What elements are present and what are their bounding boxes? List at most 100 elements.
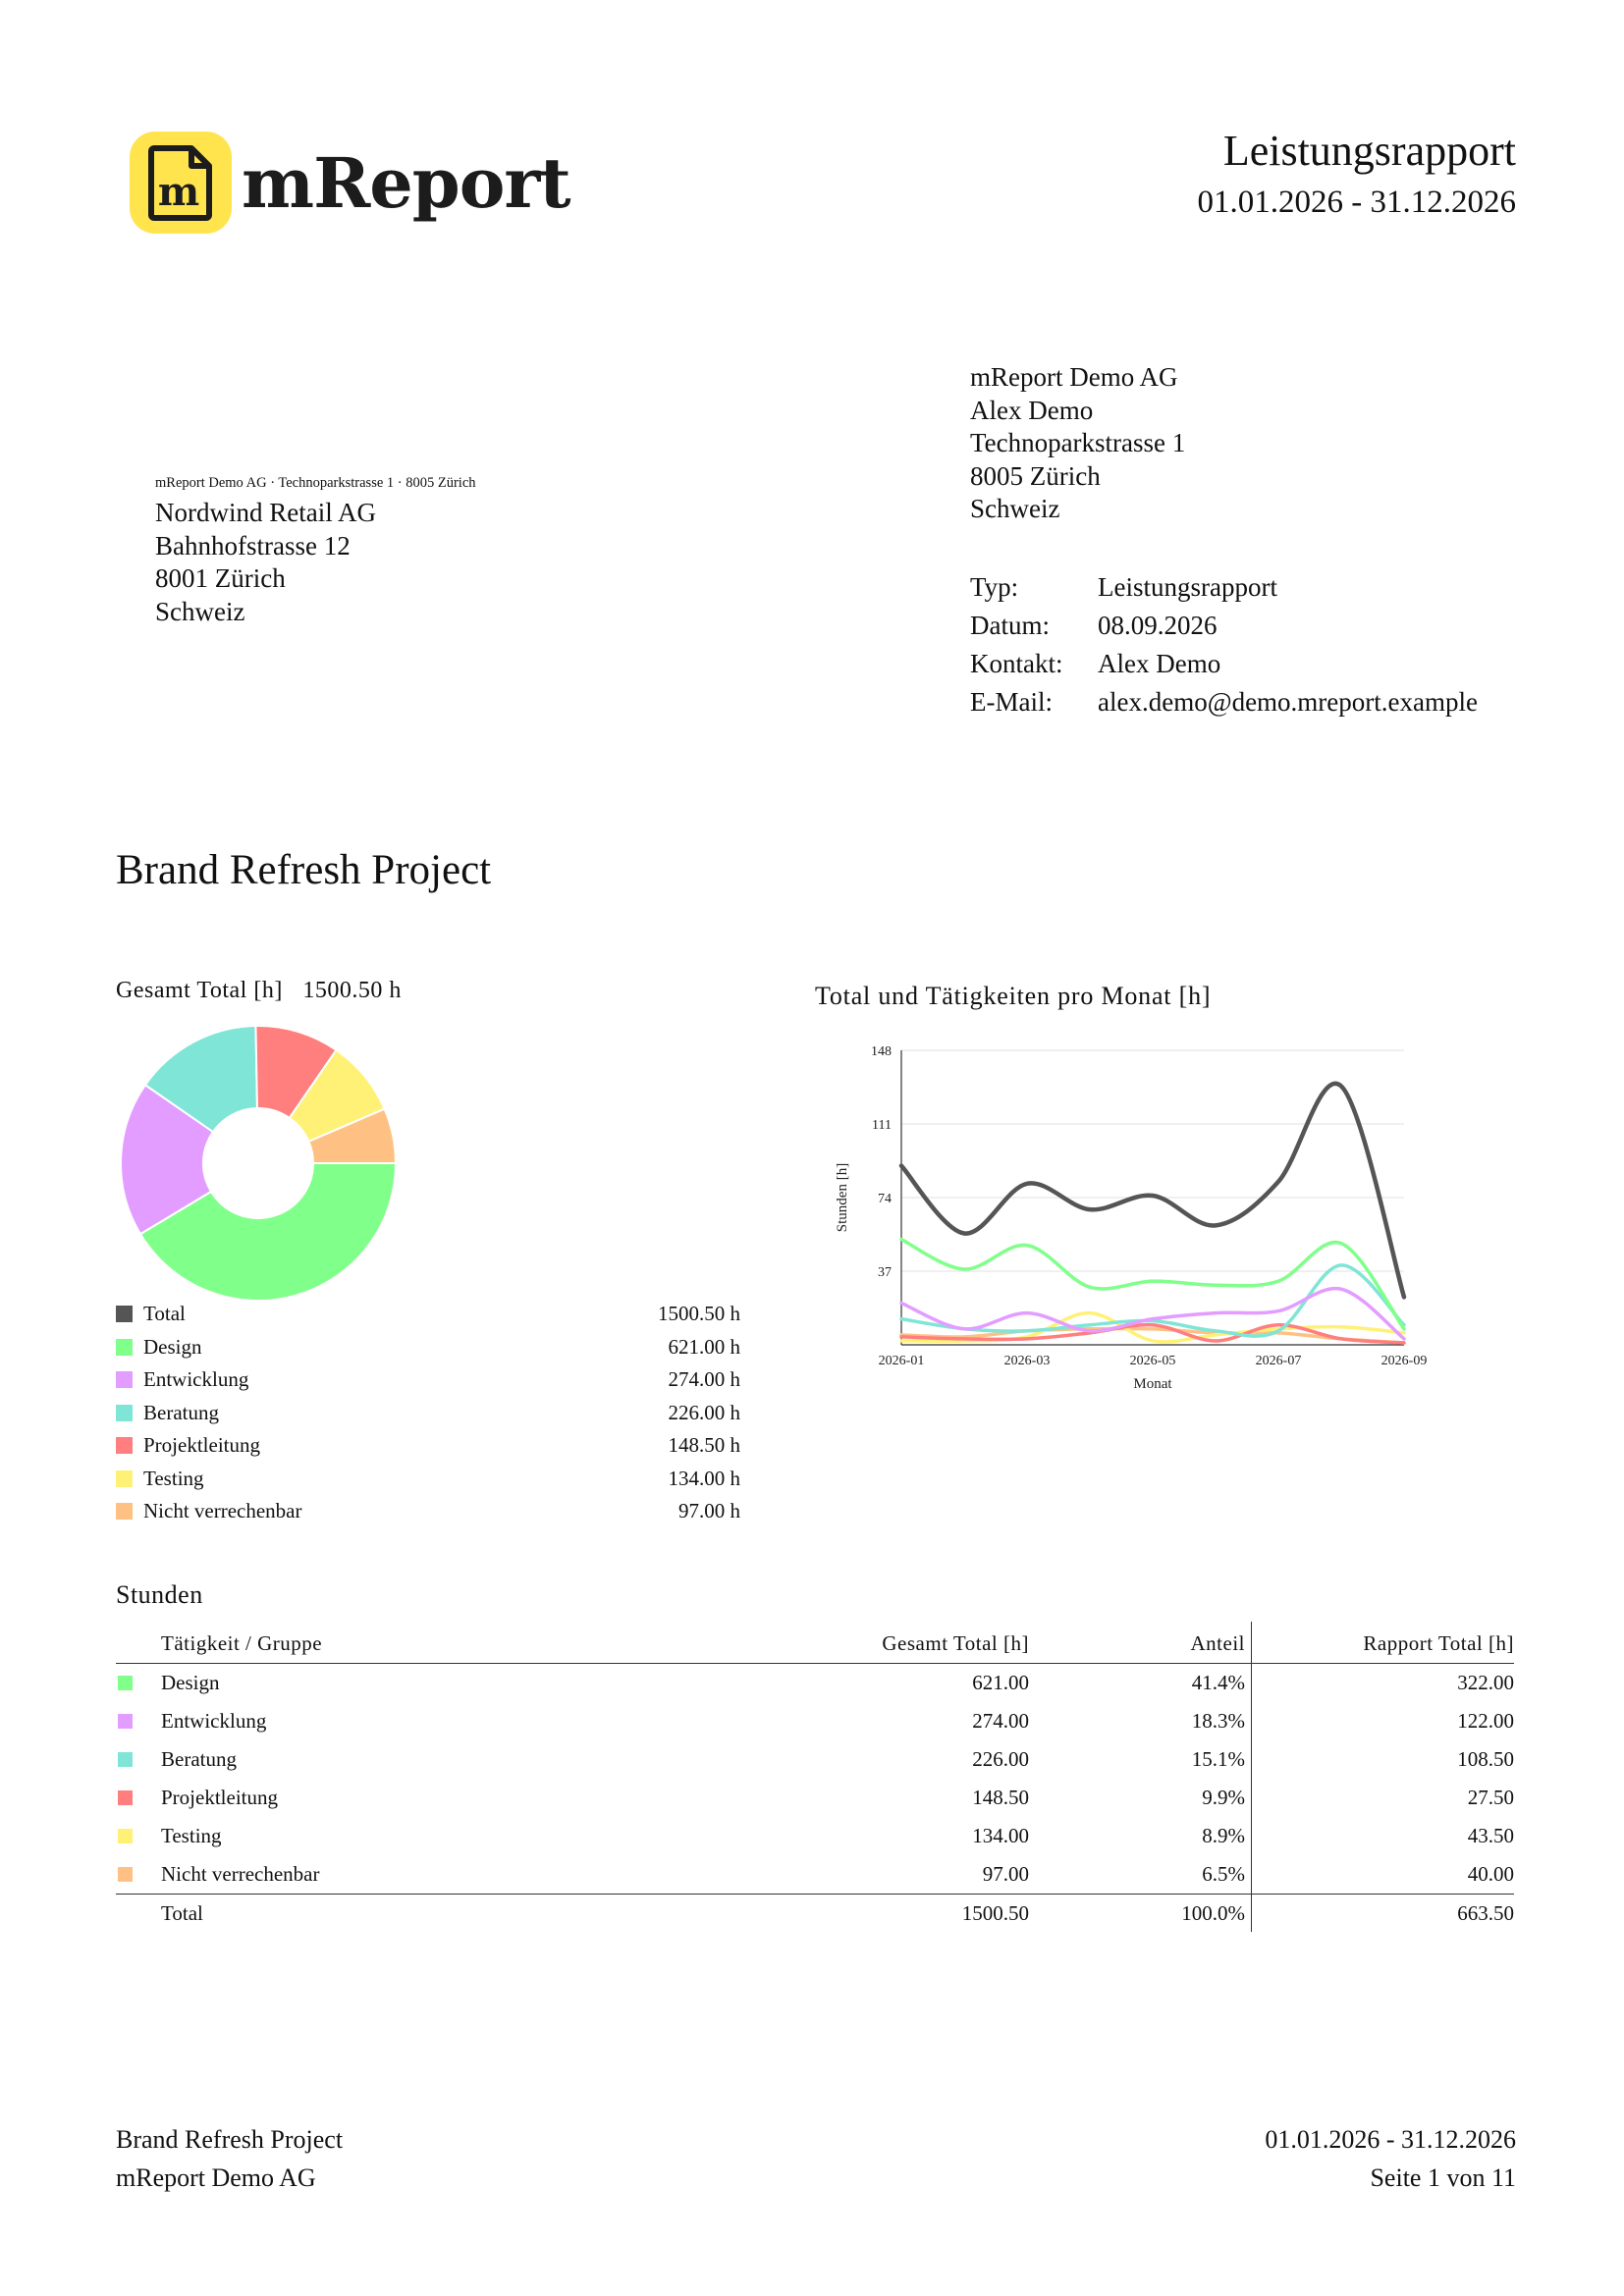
row-report-total: 122.00 — [1457, 1709, 1514, 1733]
row-share: 41.4% — [1191, 1671, 1245, 1694]
brand-logo: m mReport — [130, 132, 571, 234]
column-header: Gesamt Total [h] — [882, 1631, 1029, 1655]
meta-key: Typ: — [970, 572, 1019, 602]
legend-swatch — [116, 1437, 133, 1455]
footer-left: Brand Refresh Project mReport Demo AG — [116, 2120, 343, 2197]
row-report-total: 40.00 — [1467, 1862, 1514, 1886]
row-label: Projektleitung — [161, 1786, 278, 1809]
sender-line: mReport Demo AG — [970, 362, 1178, 392]
legend-label: Entwicklung — [143, 1367, 249, 1392]
y-tick-label: 74 — [878, 1192, 892, 1206]
row-share: 9.9% — [1202, 1786, 1245, 1809]
svg-text:m: m — [158, 169, 199, 215]
footer-right: 01.01.2026 - 31.12.2026 Seite 1 von 11 — [1265, 2120, 1516, 2197]
row-share: 15.1% — [1191, 1747, 1245, 1771]
legend-value: 274.00 h — [668, 1367, 741, 1392]
sender-address: mReport Demo AG Alex Demo Technoparkstra… — [970, 361, 1185, 526]
row-total: 134.00 — [972, 1824, 1029, 1847]
legend-item: Beratung 226.00 h — [116, 1397, 740, 1430]
y-tick-label: 37 — [878, 1265, 892, 1280]
footer-period: 01.01.2026 - 31.12.2026 — [1265, 2125, 1516, 2154]
table-row: Beratung 226.00 15.1% 108.50 — [116, 1740, 1514, 1779]
pie-slice-beratung — [143, 1025, 258, 1134]
total-total: 1500.50 — [961, 1901, 1029, 1925]
document-period: 01.01.2026 - 31.12.2026 — [1197, 185, 1517, 220]
legend-item: Projektleitung 148.50 h — [116, 1429, 740, 1463]
meta-row: Typ: Leistungsrapport — [970, 571, 1478, 610]
recipient-address: Nordwind Retail AG Bahnhofstrasse 12 800… — [155, 497, 376, 628]
meta-key: Datum: — [970, 611, 1050, 640]
legend-swatch — [116, 1404, 133, 1421]
legend-label: Design — [143, 1334, 202, 1359]
legend-swatch — [116, 1503, 133, 1521]
row-total: 274.00 — [972, 1709, 1029, 1733]
row-label: Testing — [161, 1824, 222, 1847]
row-report-total: 43.50 — [1467, 1824, 1514, 1847]
row-report-total: 322.00 — [1457, 1671, 1514, 1694]
line-chart-title: Total und Tätigkeiten pro Monat [h] — [815, 982, 1212, 1010]
meta-row: Kontakt: Alex Demo — [970, 648, 1478, 686]
pie-slice-nicht-verrechenbar — [307, 1107, 398, 1164]
column-header: Anteil — [1190, 1631, 1245, 1655]
x-tick-label: 2026-01 — [879, 1354, 925, 1368]
legend-swatch — [116, 1469, 133, 1487]
y-tick-label: 111 — [872, 1118, 892, 1133]
row-swatch — [118, 1714, 133, 1729]
sender-line: 8005 Zürich — [970, 460, 1101, 491]
pie-heading-label: Gesamt Total [h] — [116, 978, 283, 1003]
legend-value: 134.00 h — [668, 1466, 741, 1490]
row-label: Beratung — [161, 1747, 237, 1771]
recipient-line: Nordwind Retail AG — [155, 498, 376, 527]
hours-table: Tätigkeit / Gruppe Gesamt Total [h] Ante… — [116, 1622, 1514, 1933]
x-tick-label: 2026-07 — [1256, 1354, 1302, 1368]
legend-swatch — [116, 1338, 133, 1356]
row-share: 6.5% — [1202, 1862, 1245, 1886]
legend-item: Design 621.00 h — [116, 1331, 740, 1364]
legend-label: Testing — [143, 1466, 204, 1490]
sender-line: Alex Demo — [970, 395, 1094, 425]
column-header: Rapport Total [h] — [1363, 1631, 1514, 1655]
footer-company: mReport Demo AG — [116, 2163, 316, 2192]
table-header-row: Tätigkeit / Gruppe Gesamt Total [h] Ante… — [116, 1622, 1514, 1664]
row-swatch — [118, 1867, 133, 1882]
legend-label: Nicht verrechenbar — [143, 1499, 302, 1523]
x-tick-label: 2026-03 — [1004, 1354, 1051, 1368]
document-meta: Typ: Leistungsrapport Datum: 08.09.2026 … — [970, 571, 1478, 724]
row-swatch — [118, 1676, 133, 1690]
brand-name: mReport — [242, 141, 571, 224]
row-total: 148.50 — [972, 1786, 1029, 1809]
total-report-total: 663.50 — [1457, 1901, 1514, 1925]
meta-key: E-Mail: — [970, 687, 1053, 717]
meta-row: E-Mail: alex.demo@demo.mreport.example — [970, 686, 1478, 724]
recipient-line: 8001 Zürich — [155, 563, 286, 593]
recipient-line: Schweiz — [155, 596, 245, 626]
column-divider — [1251, 1622, 1252, 1932]
pie-slice-entwicklung — [120, 1083, 215, 1236]
x-tick-label: 2026-09 — [1381, 1354, 1428, 1368]
document-title: Leistungsrapport — [1222, 127, 1516, 175]
project-title: Brand Refresh Project — [116, 847, 492, 893]
series-line-beratung — [899, 1263, 1406, 1338]
row-share: 18.3% — [1191, 1709, 1245, 1733]
legend-swatch — [116, 1371, 133, 1389]
legend-value: 621.00 h — [668, 1334, 741, 1359]
legend-swatch — [116, 1306, 133, 1323]
meta-value: 08.09.2026 — [1098, 611, 1218, 640]
legend-item: Entwicklung 274.00 h — [116, 1363, 740, 1397]
legend-value: 226.00 h — [668, 1400, 741, 1424]
meta-key: Kontakt: — [970, 649, 1063, 678]
sender-line: Schweiz — [970, 494, 1060, 523]
pie-slice-design — [138, 1162, 398, 1302]
footer-page-number: Seite 1 von 11 — [1370, 2163, 1516, 2192]
legend-item: Testing 134.00 h — [116, 1463, 740, 1496]
row-report-total: 108.50 — [1457, 1747, 1514, 1771]
legend-label: Beratung — [143, 1400, 219, 1424]
table-row: Projektleitung 148.50 9.9% 27.50 — [116, 1779, 1514, 1817]
row-total: 621.00 — [972, 1671, 1029, 1694]
total-label: Total — [161, 1901, 203, 1925]
row-swatch — [118, 1752, 133, 1767]
row-label: Design — [161, 1671, 220, 1694]
total-share: 100.0% — [1181, 1901, 1245, 1925]
table-row: Entwicklung 274.00 18.3% 122.00 — [116, 1702, 1514, 1740]
pie-legend: Total 1500.50 h Design 621.00 h Entwickl… — [116, 1298, 740, 1528]
